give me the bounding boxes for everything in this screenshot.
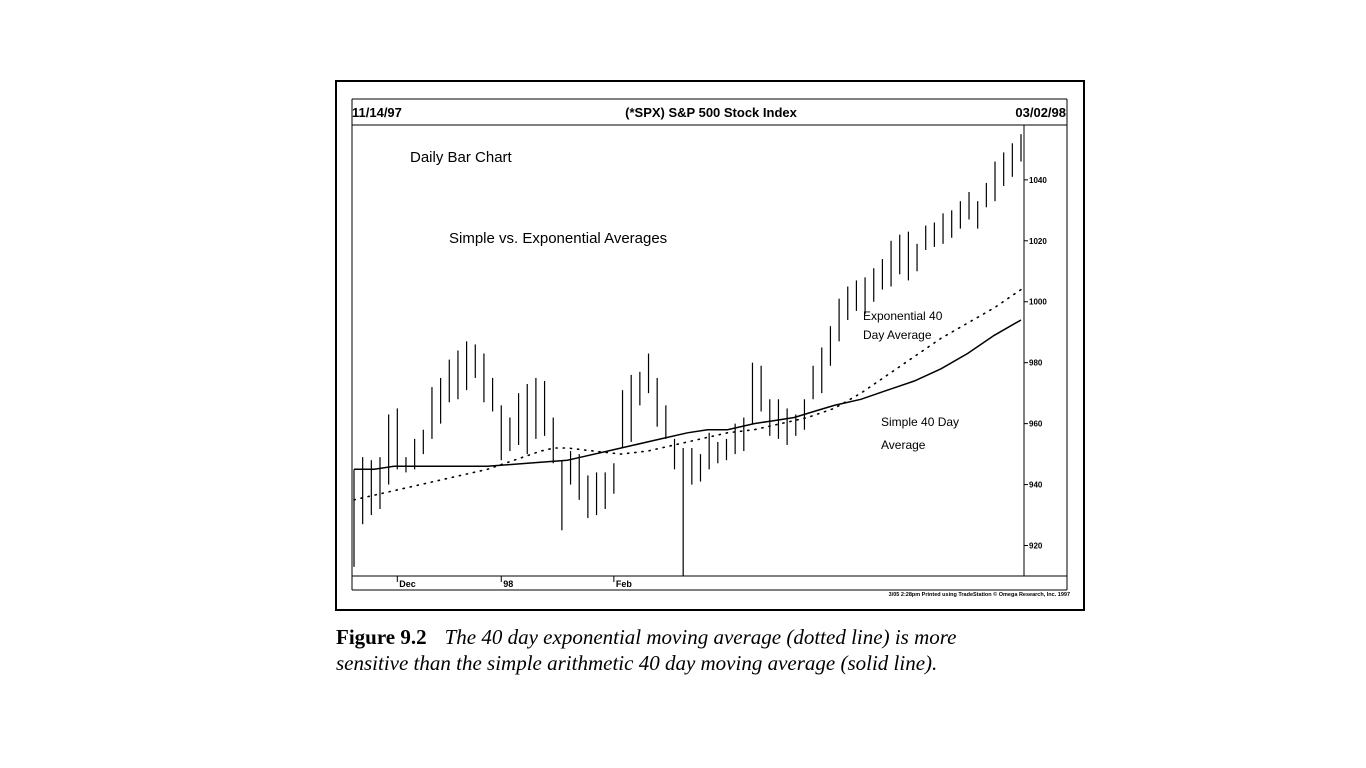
- figure-caption: Figure 9.2 The 40 day exponential moving …: [336, 624, 1096, 676]
- y-tick-label: 960: [1029, 420, 1043, 429]
- caption-line-2: sensitive than the simple arithmetic 40 …: [336, 650, 1096, 676]
- y-tick-label: 980: [1029, 359, 1043, 368]
- y-tick-label: 1000: [1029, 298, 1047, 307]
- start-date: 11/14/97: [352, 105, 402, 120]
- end-date: 03/02/98: [1015, 105, 1066, 120]
- sma-label-line2: Average: [881, 438, 926, 452]
- average-lines: [353, 288, 1022, 501]
- chart-subtitle: Simple vs. Exponential Averages: [449, 230, 667, 247]
- ema-label-line1: Exponential 40: [863, 309, 943, 323]
- y-tick-label: 920: [1029, 542, 1043, 551]
- chart-kind-label: Daily Bar Chart: [410, 149, 513, 166]
- ema-label-line2: Day Average: [863, 328, 932, 342]
- caption-text-2: sensitive than the simple arithmetic 40 …: [336, 651, 938, 675]
- x-tick-label: 98: [503, 579, 513, 589]
- y-axis-ticks: 920 940 960 980 1000 1020 1040: [1024, 176, 1047, 551]
- chart-svg: 11/14/97 (*SPX) S&P 500 Stock Index 03/0…: [351, 98, 1070, 598]
- caption-line-1: Figure 9.2 The 40 day exponential moving …: [336, 624, 1096, 650]
- figure-label: Figure 9.2: [336, 625, 427, 649]
- price-bars: [353, 134, 1022, 576]
- y-tick-label: 1040: [1029, 176, 1047, 185]
- x-tick-label: Dec: [399, 579, 416, 589]
- chart-title: (*SPX) S&P 500 Stock Index: [625, 105, 797, 120]
- y-tick-label: 1020: [1029, 237, 1047, 246]
- x-tick-label: Feb: [616, 579, 633, 589]
- footer-note: 3/05 2:28pm Printed using TradeStation ©…: [889, 591, 1070, 598]
- x-axis-ticks: Dec 98 Feb: [396, 576, 633, 589]
- sma-label-line1: Simple 40 Day: [881, 415, 959, 429]
- caption-text-1: The 40 day exponential moving average (d…: [444, 625, 957, 649]
- sma-line: [354, 319, 1022, 471]
- y-tick-label: 940: [1029, 481, 1043, 490]
- chart-frame: 11/14/97 (*SPX) S&P 500 Stock Index 03/0…: [335, 80, 1085, 611]
- ema-line: [353, 288, 1022, 501]
